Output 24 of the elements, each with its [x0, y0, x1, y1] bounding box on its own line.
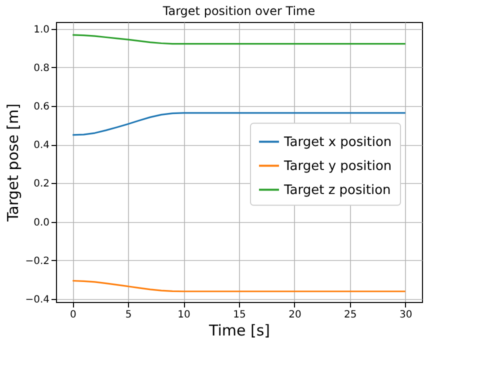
x-tick-label: 15	[233, 310, 246, 320]
x-tick-label: 25	[344, 310, 357, 320]
y-tick-label: 0.6	[34, 102, 50, 112]
legend-label: Target y position	[283, 158, 392, 174]
y-axis-title: Target pose [m]	[4, 103, 22, 223]
x-tick-label: 5	[125, 310, 132, 320]
y-tick-label: −0.2	[25, 256, 50, 267]
y-tick-label: 0.8	[34, 62, 50, 74]
y-tick-label: 1.0	[34, 24, 50, 36]
legend-label: Target z position	[283, 182, 391, 198]
y-tick-label: 0.2	[34, 178, 50, 190]
x-tick-label: 30	[399, 310, 412, 320]
y-tick-label: −0.4	[25, 294, 50, 306]
x-tick-label: 20	[288, 310, 302, 320]
x-tick-label: 0	[70, 310, 76, 320]
line-series	[72, 112, 406, 136]
y-tick-label: 0.4	[34, 140, 50, 152]
x-tick-label: 10	[178, 310, 190, 320]
legend-label: Target x position	[283, 134, 392, 150]
x-axis-title: Time [s]	[208, 322, 270, 340]
line-series	[72, 280, 406, 292]
line-series	[72, 34, 406, 45]
chart-title: Target position over Time	[162, 4, 316, 18]
y-tick-label: 0.0	[34, 217, 50, 228]
